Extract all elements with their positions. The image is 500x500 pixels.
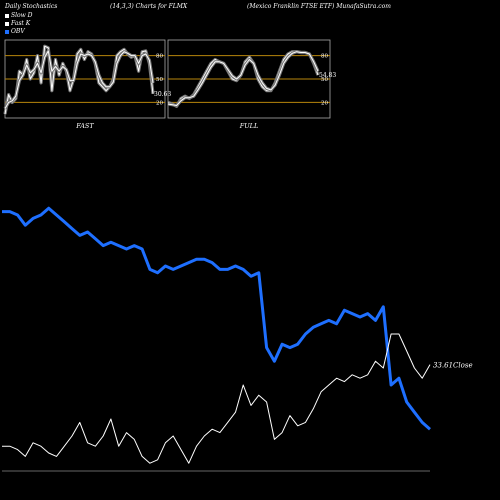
obv-swatch <box>5 29 9 34</box>
full-level-label-50: 50 <box>321 77 328 83</box>
legend-item-slow-d: Slow D <box>5 12 33 19</box>
main-price-panel: 33.61Close <box>2 206 473 472</box>
legend-item-obv: OBV <box>5 28 25 35</box>
fast-k-swatch <box>5 21 9 26</box>
full-title: FULL <box>239 122 259 130</box>
legend-label-obv: OBV <box>11 28 25 35</box>
legend-item-fast-k: Fast K <box>5 20 30 27</box>
fast-series-slow-d <box>4 50 154 109</box>
legend-label-fast-k: Fast K <box>11 20 31 27</box>
fast-level-label-80: 80 <box>156 54 163 60</box>
site-credit: (Mexico Franklin FTSE ETF) MunafaSutra.c… <box>247 3 391 10</box>
full-panel: 20 50 80 54.83 FULL <box>167 39 336 130</box>
full-level-label-80: 80 <box>321 54 328 60</box>
close-last-value-label: 33.61Close <box>433 362 473 370</box>
fast-title: FAST <box>75 122 94 130</box>
full-level-label-20: 20 <box>321 100 328 106</box>
slow-d-swatch <box>5 13 9 18</box>
main-series-obv <box>2 206 431 431</box>
chart-type-label: Daily Stochastics <box>5 3 58 10</box>
legend-label-slow-d: Slow D <box>11 12 33 19</box>
fast-last-value-label: 30.63 <box>154 91 171 98</box>
main-series-close <box>2 333 431 464</box>
fast-panel: 20 50 80 30.63 FAST <box>3 39 171 130</box>
full-series-full-d <box>167 51 319 106</box>
fast-level-label-20: 20 <box>156 100 163 106</box>
full-last-value-label: 54.83 <box>319 72 336 79</box>
chart-params-title: (14,3,3) Charts for FLMX <box>110 3 188 10</box>
fast-level-label-50: 50 <box>156 77 163 83</box>
